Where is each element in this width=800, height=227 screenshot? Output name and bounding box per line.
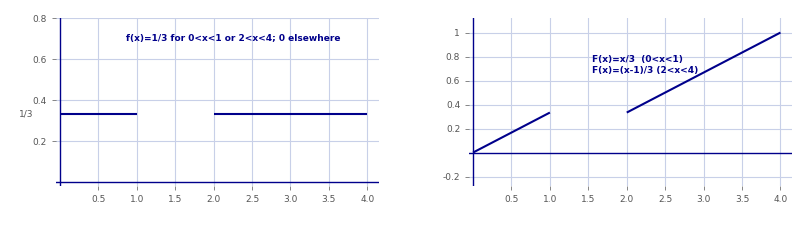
Text: f(x)=1/3 for 0<x<1 or 2<x<4; 0 elsewhere: f(x)=1/3 for 0<x<1 or 2<x<4; 0 elsewhere <box>126 34 341 43</box>
Text: F(x)=x/3  (0<x<1)
F(x)=(x-1)/3 (2<x<4): F(x)=x/3 (0<x<1) F(x)=(x-1)/3 (2<x<4) <box>592 55 698 75</box>
Text: 1/3: 1/3 <box>19 109 34 118</box>
